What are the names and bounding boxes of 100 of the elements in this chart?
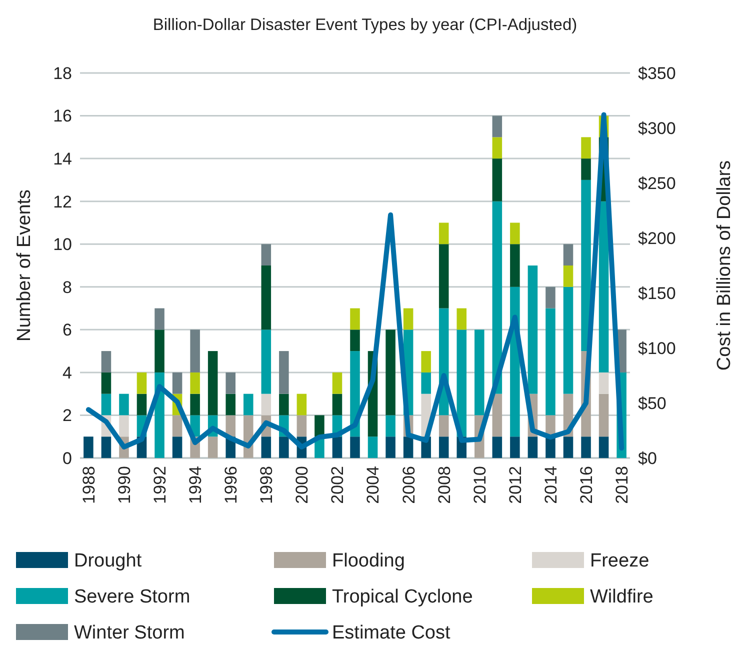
bar: [581, 436, 591, 458]
bar: [226, 372, 236, 394]
bar: [546, 286, 556, 308]
bar: [350, 330, 360, 352]
y-tick-label: 14: [53, 150, 72, 169]
bar: [456, 308, 467, 330]
y2-tick-label: $50: [638, 394, 666, 413]
bar: [528, 436, 538, 458]
bar: [279, 351, 289, 394]
bar: [510, 436, 520, 458]
bar: [598, 436, 609, 458]
bar: [510, 244, 520, 287]
bar: [386, 330, 396, 416]
bar: [136, 372, 147, 394]
legend-label: Severe Storm: [74, 586, 190, 608]
bar: [296, 415, 307, 437]
bar: [154, 330, 164, 372]
bar: [438, 222, 449, 244]
bar: [261, 266, 272, 330]
bar: [492, 158, 502, 202]
bar: [386, 415, 396, 437]
bar: [101, 372, 112, 394]
bar: [598, 372, 609, 394]
bar: [136, 394, 147, 416]
bar: [119, 394, 129, 416]
bar: [350, 308, 360, 330]
bar: [350, 436, 360, 458]
x-tick-label: 1988: [79, 466, 98, 504]
y-tick-label: 2: [62, 406, 72, 426]
bar: [279, 394, 289, 416]
y2-tick-label: $300: [638, 118, 676, 138]
bar: [84, 436, 94, 458]
bar: [101, 394, 112, 416]
bar: [243, 394, 254, 416]
bar: [332, 436, 342, 458]
y2-tick-label: $350: [638, 64, 676, 83]
legend-label: Wildfire: [590, 586, 654, 608]
bar: [261, 330, 272, 394]
bar: [261, 244, 272, 266]
bar: [314, 415, 324, 437]
bar: [456, 330, 467, 437]
legend-label: Winter Storm: [74, 622, 185, 644]
y-tick-label: 10: [53, 235, 72, 254]
bar: [438, 436, 449, 458]
bar: [101, 436, 112, 458]
y2-tick-label: $0: [638, 448, 657, 468]
bar: [474, 330, 484, 416]
bar: [386, 436, 396, 458]
bar: [172, 372, 182, 394]
bar: [563, 266, 574, 287]
bar: [279, 436, 289, 458]
bar: [492, 137, 502, 159]
y-tick-label: 8: [62, 278, 72, 297]
bar: [172, 436, 182, 458]
bar: [492, 394, 502, 437]
bar: [368, 436, 378, 458]
y-tick-label: 18: [53, 64, 72, 83]
x-tick-label: 2014: [541, 466, 560, 504]
bar: [190, 372, 200, 394]
y2-axis-title: Cost in Billions of Dollars: [714, 160, 735, 371]
bar: [190, 394, 200, 416]
bar: [492, 436, 502, 458]
bar: [546, 308, 556, 416]
y-tick-label: 16: [53, 106, 72, 126]
bar: [563, 244, 574, 266]
bar: [598, 394, 609, 437]
bar: [438, 415, 449, 437]
x-tick-label: 1992: [150, 466, 170, 504]
bar: [261, 394, 272, 416]
x-tick-label: 2004: [364, 466, 383, 504]
bar: [172, 415, 182, 437]
x-tick-label: 1996: [222, 466, 241, 504]
bar: [261, 436, 272, 458]
bar: [492, 116, 502, 138]
x-tick-label: 2018: [612, 466, 632, 504]
y2-tick-label: $150: [638, 284, 676, 303]
bar: [581, 137, 591, 159]
x-tick-label: 1990: [114, 466, 134, 504]
x-tick-label: 2016: [576, 466, 596, 504]
chart-title: Billion-Dollar Disaster Event Types by year (CPI-Adjusted): [152, 16, 578, 34]
y2-tick-label: $200: [638, 228, 676, 248]
bar: [208, 436, 218, 458]
bar: [581, 180, 591, 352]
bar: [581, 158, 591, 180]
bar: [296, 394, 307, 416]
bar: [226, 394, 236, 416]
legend-label: Estimate Cost: [332, 622, 451, 644]
x-tick-label: 2008: [434, 466, 454, 504]
bar: [226, 415, 236, 437]
x-tick-label: 2010: [470, 466, 490, 504]
bar: [563, 286, 574, 394]
bar: [332, 394, 342, 416]
x-tick-label: 2006: [399, 466, 418, 504]
y2-tick-label: $250: [638, 174, 676, 193]
bar: [119, 415, 129, 437]
bar: [403, 308, 414, 330]
x-tick-label: 1998: [257, 466, 276, 504]
legend-label: Tropical Cyclone: [332, 586, 473, 608]
bar: [528, 266, 538, 394]
y-tick-label: 12: [53, 192, 72, 212]
